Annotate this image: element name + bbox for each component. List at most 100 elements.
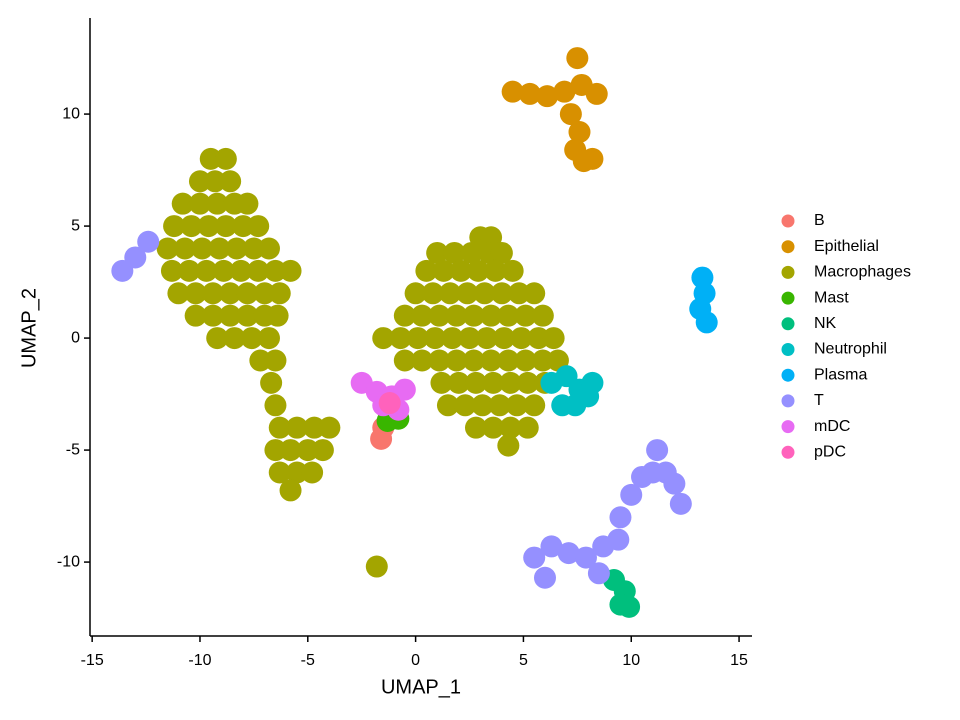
point <box>191 237 214 260</box>
point <box>229 259 252 282</box>
point <box>454 394 477 417</box>
point <box>574 546 597 569</box>
point <box>415 259 438 282</box>
point <box>447 371 470 394</box>
point <box>197 215 220 238</box>
point <box>585 82 608 105</box>
point <box>195 259 218 282</box>
point <box>426 241 449 264</box>
point <box>505 394 528 417</box>
point <box>279 479 302 502</box>
point <box>232 215 255 238</box>
point <box>497 304 520 327</box>
point <box>523 546 546 569</box>
legend-key <box>781 394 795 408</box>
point <box>311 439 334 462</box>
legend-key <box>781 214 795 228</box>
point <box>473 282 496 305</box>
point <box>212 259 235 282</box>
point <box>160 259 183 282</box>
point <box>581 147 604 170</box>
point <box>178 259 201 282</box>
point <box>370 427 393 450</box>
legend-label: Macrophages <box>814 264 911 281</box>
point <box>389 327 412 350</box>
y-axis-title: UMAP_2 <box>18 288 40 368</box>
legend-key <box>781 317 795 331</box>
point <box>188 170 211 193</box>
point <box>236 192 259 215</box>
legend-label: Neutrophil <box>814 341 887 358</box>
point <box>167 282 190 305</box>
point <box>464 416 487 439</box>
legend-label: Epithelial <box>814 238 879 255</box>
point <box>514 349 537 372</box>
point <box>372 327 395 350</box>
point <box>219 282 242 305</box>
legend-label: mDC <box>814 418 850 435</box>
y-tick-label: -5 <box>66 441 80 458</box>
point <box>240 327 263 350</box>
legend-label: Plasma <box>814 366 867 383</box>
point <box>424 327 447 350</box>
point <box>264 259 287 282</box>
point <box>266 304 289 327</box>
point <box>253 282 276 305</box>
point <box>501 80 524 103</box>
point <box>482 371 505 394</box>
legend-key <box>781 343 795 356</box>
point <box>393 304 416 327</box>
point <box>536 85 559 108</box>
point <box>553 80 576 103</box>
point <box>279 259 302 282</box>
legend-label: NK <box>814 315 837 332</box>
legend-label: Mast <box>814 289 849 306</box>
x-tick-label: -15 <box>81 652 104 669</box>
legend-key <box>781 265 795 279</box>
point <box>411 349 434 372</box>
y-tick-label: 0 <box>71 329 80 346</box>
point <box>533 566 556 589</box>
point <box>279 439 302 462</box>
point <box>609 506 632 529</box>
point <box>208 237 231 260</box>
legend-key <box>781 368 795 382</box>
point <box>484 259 507 282</box>
point <box>501 259 524 282</box>
point <box>428 349 451 372</box>
point <box>163 215 186 238</box>
legend-key <box>781 240 795 254</box>
point <box>421 282 444 305</box>
point <box>516 371 539 394</box>
point <box>663 472 686 495</box>
point <box>268 282 291 305</box>
x-tick-label: -5 <box>301 652 315 669</box>
point <box>257 327 280 350</box>
point <box>508 282 531 305</box>
point <box>264 394 287 417</box>
point <box>499 371 522 394</box>
points <box>111 47 718 618</box>
point <box>493 327 516 350</box>
point <box>462 304 485 327</box>
point <box>620 483 643 506</box>
point <box>497 349 520 372</box>
point <box>482 416 505 439</box>
point <box>577 385 600 408</box>
point <box>268 461 291 484</box>
point <box>439 282 462 305</box>
point <box>393 349 416 372</box>
x-tick-label: 0 <box>411 652 420 669</box>
point <box>456 282 479 305</box>
point <box>514 304 537 327</box>
point <box>445 304 468 327</box>
point <box>184 304 207 327</box>
point <box>480 304 503 327</box>
point <box>225 237 248 260</box>
point <box>436 394 459 417</box>
point <box>646 439 669 462</box>
x-tick-label: -10 <box>188 652 211 669</box>
legend-key <box>781 420 795 434</box>
x-tick-label: 10 <box>622 652 640 669</box>
point <box>199 147 222 170</box>
